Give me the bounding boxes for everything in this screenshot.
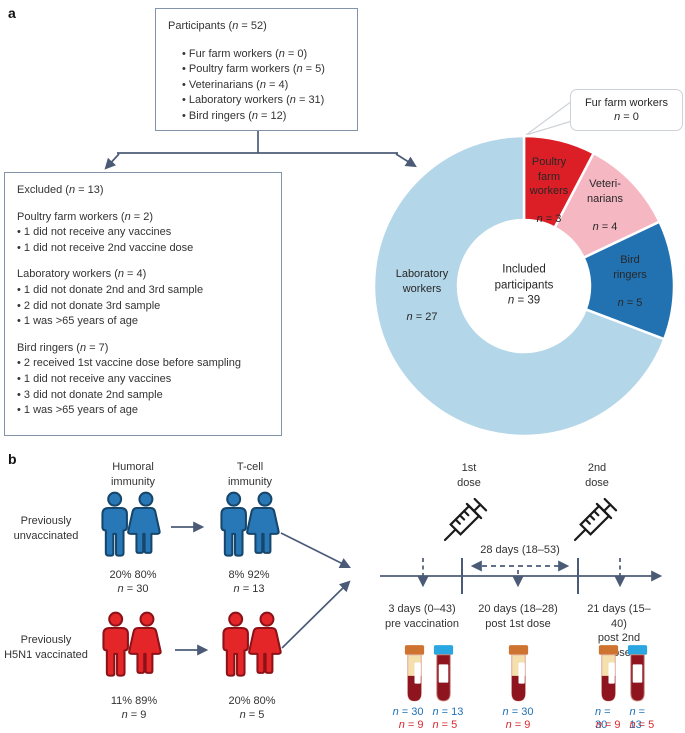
arrow-to-excluded	[104, 153, 120, 170]
stat-vaccinated-tcell: 20% 80% n = 5	[228, 695, 276, 721]
timepoint-label-2: 20 days (18–28) post 1st dose	[478, 603, 558, 630]
participants-list: • Fur farm workers (n = 0) • Poultry far…	[168, 47, 345, 125]
callout-leader-lines	[525, 100, 573, 136]
serum-tube-icon	[508, 644, 529, 702]
couple-icon-unvaccinated-humoral	[101, 491, 161, 557]
group-heading: Poultry farm workers (n = 2)	[17, 210, 154, 223]
list-item: • 2 received 1st vaccine dose before sam…	[17, 357, 241, 370]
counts-vaccinated-tp1: n = 9 n = 5	[398, 719, 458, 731]
participants-title: Participants (n = 52)	[168, 20, 267, 32]
excluded-group-bird-ringers: Bird ringers (n = 7) • 2 received 1st va…	[17, 341, 269, 419]
donut-label-veterinarians: Veteri- narians n = 4	[586, 178, 624, 234]
stat-vaccinated-humoral: 11% 89% n = 9	[110, 695, 158, 721]
couple-icon-unvaccinated-tcell	[220, 491, 280, 557]
counts-unvaccinated-tp3: n = 30 n = 13	[595, 706, 646, 731]
list-item: • 1 did not receive any vaccines	[17, 373, 172, 386]
list-item: • Fur farm workers (n = 0)	[182, 47, 308, 60]
syringe-icon-dose2	[566, 496, 619, 549]
counts-unvaccinated-tp1: n = 30 n = 13	[392, 706, 464, 718]
list-item: • 1 was >65 years of age	[17, 404, 138, 417]
stat-unvaccinated-tcell: 8% 92% n = 13	[228, 569, 270, 595]
timepoint-label-1: 3 days (0–43) pre vaccination	[385, 603, 459, 630]
serum-tube-icon	[598, 644, 619, 702]
couple-icon-vaccinated-humoral	[102, 611, 162, 677]
group-heading: Laboratory workers (n = 4)	[17, 268, 147, 281]
list-item: • 2 did not donate 3rd sample	[17, 299, 161, 312]
panel-b-label: b	[8, 451, 17, 467]
participants-box: Participants (n = 52) • Fur farm workers…	[155, 8, 358, 131]
list-item: • Veterinarians (n = 4)	[182, 78, 289, 91]
group-heading: Bird ringers (n = 7)	[17, 341, 109, 354]
list-item: • Poultry farm workers (n = 5)	[182, 63, 325, 76]
blood-tube-icon	[627, 644, 648, 702]
dose1-label: 1st dose	[457, 462, 481, 489]
blood-tube-icon	[433, 644, 454, 702]
list-item: • 1 did not receive any vaccines	[17, 226, 172, 239]
row-label-h5n1-vaccinated: Previously H5N1 vaccinated	[4, 634, 88, 661]
excluded-group-laboratory: Laboratory workers (n = 4) • 1 did not d…	[17, 267, 269, 329]
callout-count: n = 0	[614, 111, 639, 123]
excluded-group-poultry: Poultry farm workers (n = 2) • 1 did not…	[17, 210, 269, 257]
callout-label: Fur farm workers	[584, 96, 669, 109]
interval-label: 28 days (18–53)	[480, 544, 560, 556]
donut-slice-3	[372, 134, 666, 438]
counts-vaccinated-tp3: n = 9 n = 5	[595, 719, 655, 731]
list-item: • 1 was >65 years of age	[17, 315, 138, 328]
arrow-blue-to-timeline	[280, 532, 351, 568]
list-item: • 3 did not donate 2nd sample	[17, 388, 163, 401]
fur-farm-callout: Fur farm workers n = 0	[570, 89, 683, 131]
donut-chart	[372, 134, 676, 438]
list-item: • Laboratory workers (n = 31)	[182, 94, 325, 107]
list-item: • 1 did not donate 2nd and 3rd sample	[17, 284, 204, 297]
counts-vaccinated-tp2: n = 9	[505, 719, 531, 731]
counts-unvaccinated-tp2: n = 30	[502, 706, 534, 718]
donut-label-poultry: Poultry farm workers n = 3	[529, 156, 569, 226]
excluded-box: Excluded (n = 13) Poultry farm workers (…	[4, 172, 282, 436]
dose2-label: 2nd dose	[585, 462, 609, 489]
stat-unvaccinated-humoral: 20% 80% n = 30	[109, 569, 157, 595]
couple-icon-vaccinated-tcell	[222, 611, 282, 677]
header-humoral-immunity: Humoral immunity	[110, 461, 156, 488]
header-tcell-immunity: T-cell immunity	[227, 461, 273, 488]
panel-a-label: a	[8, 5, 16, 21]
list-item: • Bird ringers (n = 12)	[182, 110, 287, 123]
excluded-title: Excluded (n = 13)	[17, 184, 104, 196]
donut-center-label: Included participants n = 39	[494, 263, 554, 307]
list-item: • 1 did not receive 2nd vaccine dose	[17, 241, 194, 254]
donut-label-laboratory: Laboratory workers n = 27	[395, 268, 449, 324]
arrow-red-to-timeline	[281, 580, 351, 649]
donut-label-bird-ringers: Bird ringers n = 5	[613, 254, 647, 310]
row-label-unvaccinated: Previously unvaccinated	[13, 515, 79, 542]
serum-tube-icon	[404, 644, 425, 702]
